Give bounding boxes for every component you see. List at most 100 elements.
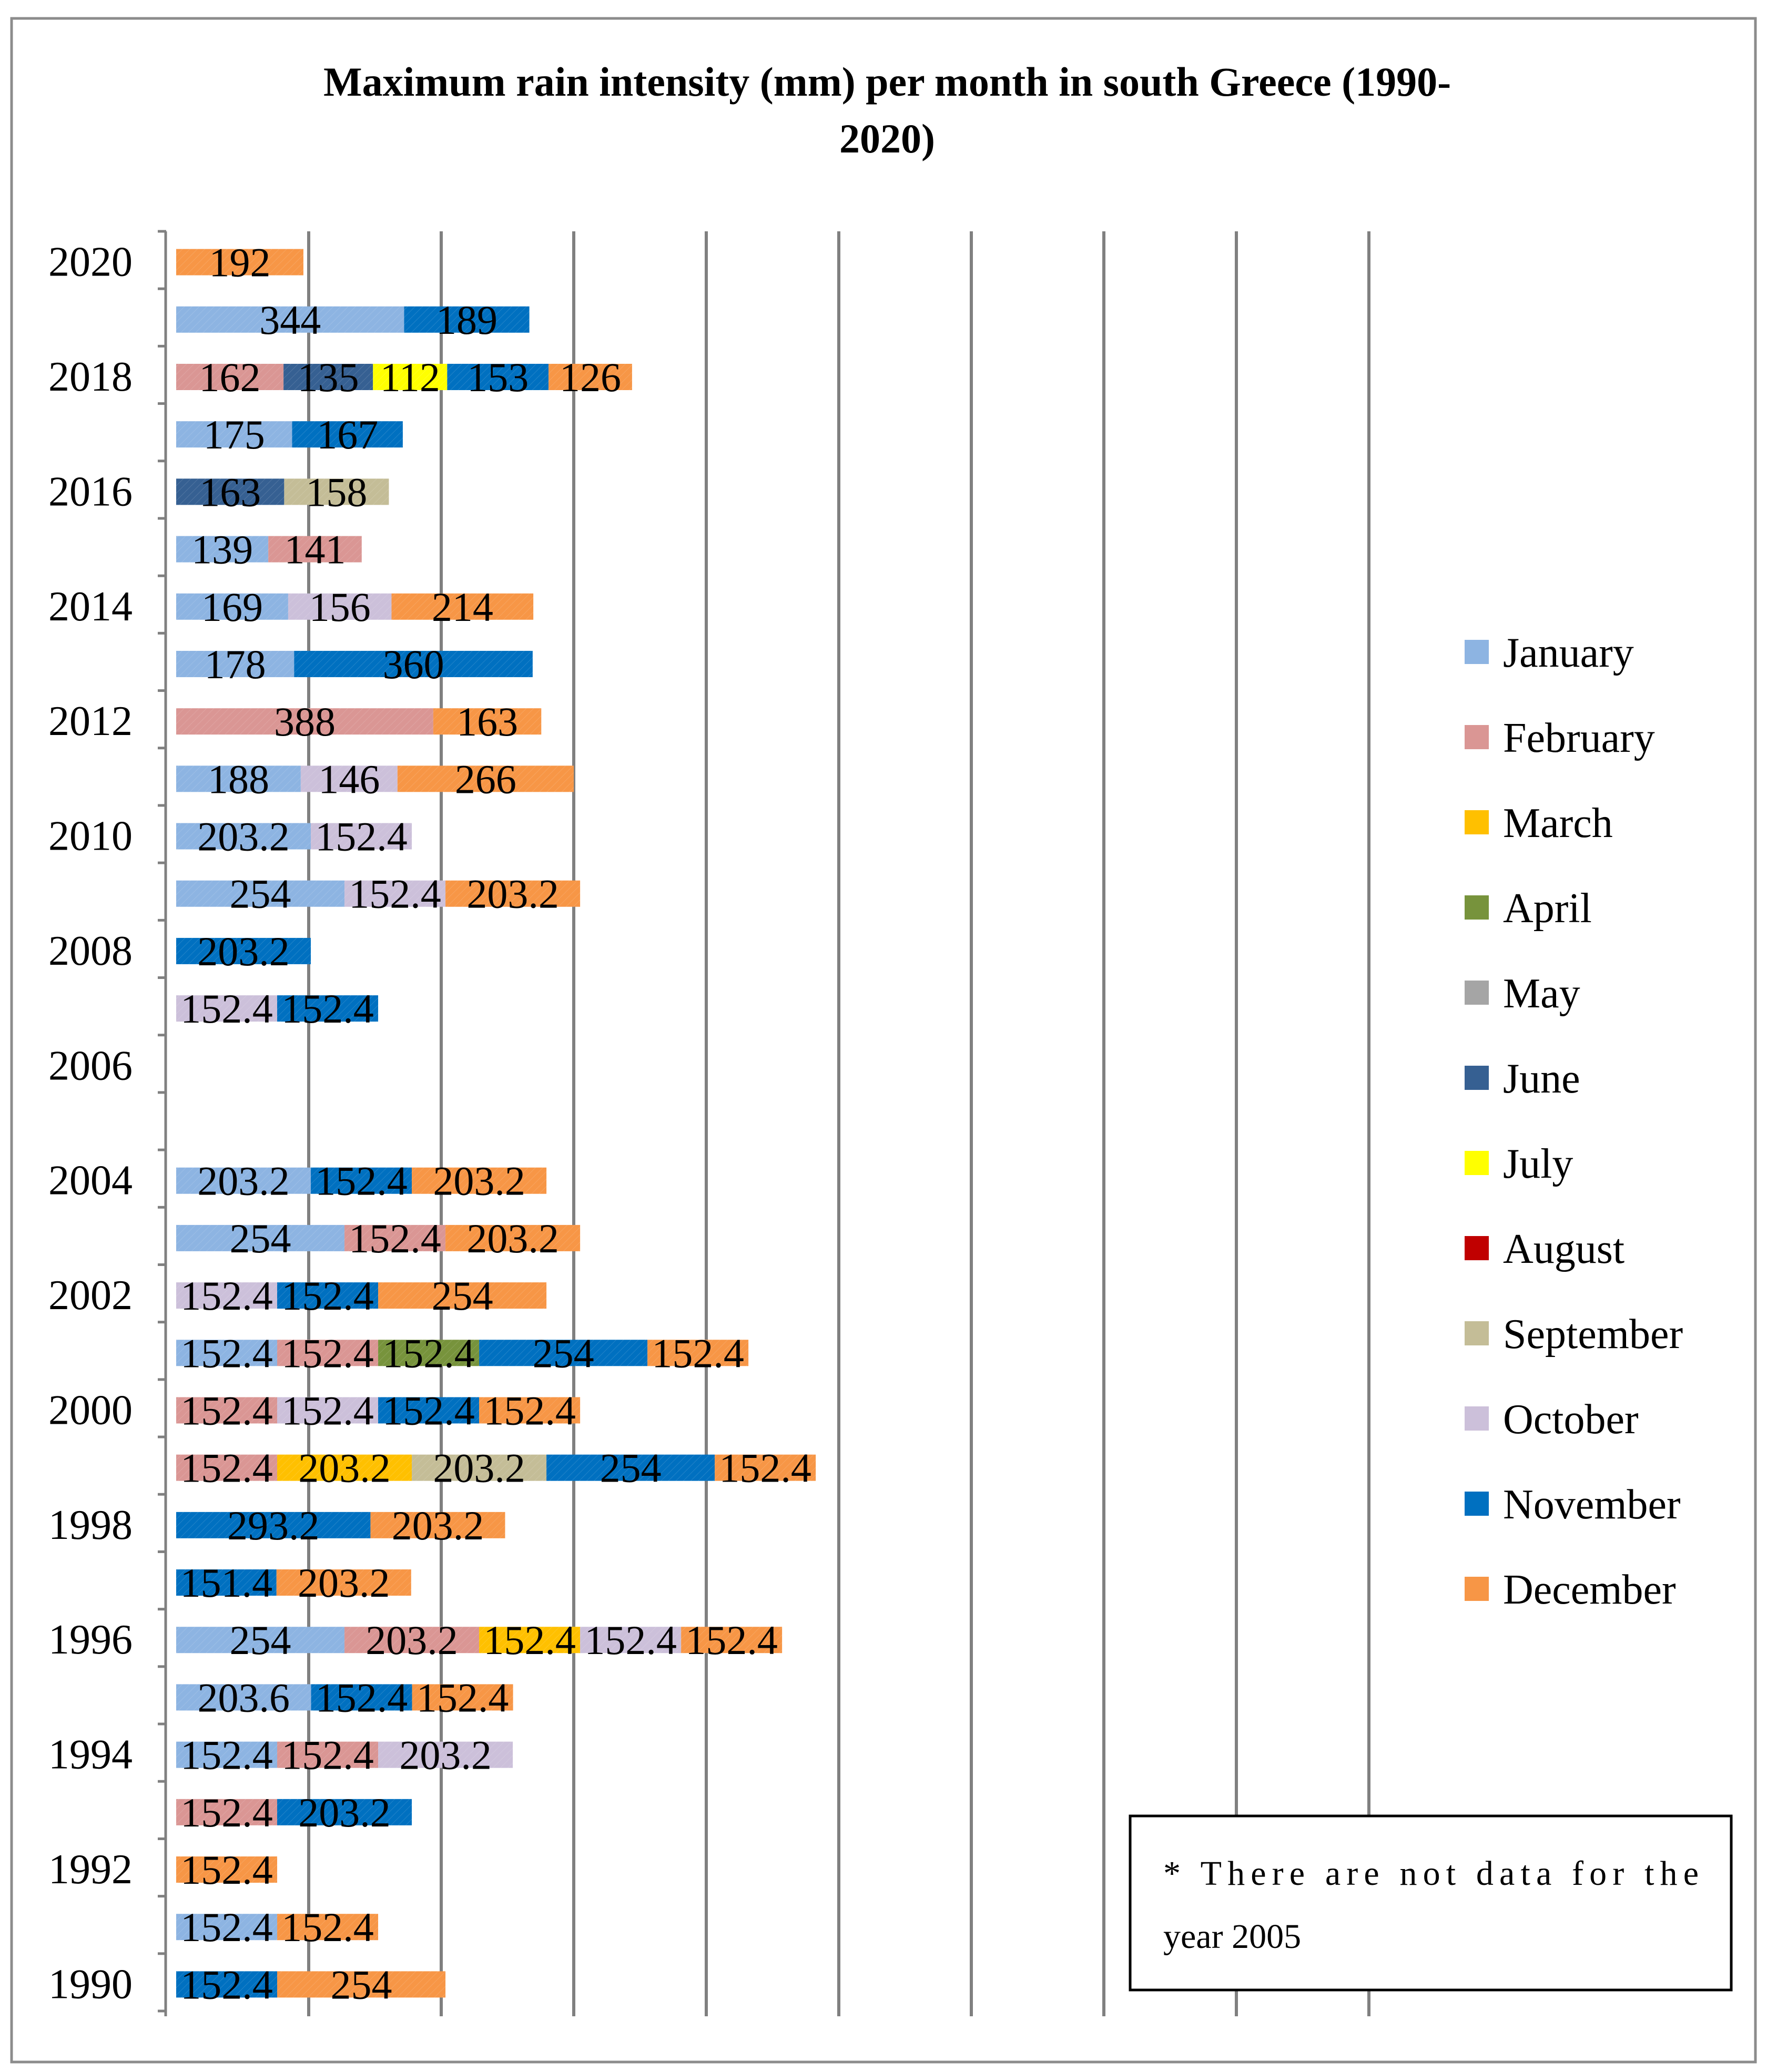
bar-label: 203.2 <box>298 1445 391 1491</box>
chart-title-line-1: Maximum rain intensity (mm) per month in… <box>323 59 1451 105</box>
legend-label-october: October <box>1503 1396 1639 1443</box>
y-tick-label: 2018 <box>48 354 133 400</box>
bar-texture <box>176 1914 278 1941</box>
legend-swatch-november <box>1465 1492 1489 1516</box>
bar-texture <box>176 1224 345 1251</box>
bar-label: 254 <box>533 1330 594 1376</box>
y-tick-label: 1990 <box>48 1961 133 2007</box>
legend-swatch-august <box>1465 1236 1489 1260</box>
bar-texture <box>300 765 398 792</box>
bar-label: 152.4 <box>685 1617 778 1663</box>
bar-label: 192 <box>209 240 270 285</box>
bar-label: 141 <box>284 527 346 573</box>
legend-swatch-january <box>1465 640 1489 664</box>
bar-label: 254 <box>331 1962 392 2007</box>
gridlines <box>307 231 1370 2016</box>
bar-texture <box>378 1340 480 1366</box>
bar-label: 266 <box>455 756 516 802</box>
legend-swatch-july <box>1465 1151 1489 1175</box>
bar-label: 126 <box>560 354 621 400</box>
legend: January February March April May June July Augu… <box>1465 630 1683 1613</box>
chart-title-line-2: 2020) <box>839 116 935 161</box>
bar-texture <box>276 1569 411 1596</box>
bar-label: 203.2 <box>399 1732 492 1778</box>
note-line-2: year 2005 <box>1163 1917 1301 1956</box>
note-border <box>1129 1814 1733 1992</box>
bar-label: 152.4 <box>180 1273 273 1319</box>
bar-label: 135 <box>298 354 359 400</box>
y-tick-label: 2008 <box>48 928 133 974</box>
y-tick-label: 2014 <box>48 584 133 630</box>
bar-label: 158 <box>306 469 367 515</box>
legend-label-january: January <box>1503 630 1634 676</box>
bar-texture <box>176 306 404 333</box>
legend-label-november: November <box>1503 1482 1681 1528</box>
bar-texture <box>176 880 345 907</box>
note-box: * There are not data for the year 2005 <box>1129 1814 1733 1992</box>
legend-label-april: April <box>1503 885 1592 932</box>
bar-texture <box>391 593 534 620</box>
bar-texture <box>176 1340 278 1366</box>
bar-label: 189 <box>436 297 497 343</box>
bar-label: 146 <box>318 756 380 802</box>
bar-texture <box>546 1454 715 1481</box>
bar-label: 175 <box>204 412 265 457</box>
y-tick-label: 1994 <box>48 1732 133 1778</box>
y-tick-label: 1996 <box>48 1617 133 1663</box>
bar-texture <box>176 536 269 563</box>
bar-texture <box>344 880 446 907</box>
legend-swatch-june <box>1465 1066 1489 1090</box>
bar-texture <box>176 1741 278 1768</box>
bar-label: 152.4 <box>180 1904 273 1950</box>
chart-frame <box>10 17 1757 2064</box>
bar-texture <box>277 1799 412 1825</box>
bar-texture <box>479 1397 581 1424</box>
bar-label: 254 <box>230 1617 291 1663</box>
bar-label: 203.2 <box>197 928 290 974</box>
legend-swatch-march <box>1465 810 1489 834</box>
bar-label: 293.2 <box>227 1503 320 1548</box>
bar-texture <box>445 880 581 907</box>
bar-label: 344 <box>259 297 321 343</box>
bar-texture <box>373 363 448 390</box>
bar-texture <box>378 1741 513 1768</box>
bar-label: 152.4 <box>483 1617 576 1663</box>
bar-texture <box>378 1397 480 1424</box>
bar-texture <box>277 995 379 1022</box>
legend-swatch-october <box>1465 1406 1489 1431</box>
legend-swatch-may <box>1465 981 1489 1005</box>
legend-label-december: December <box>1503 1567 1676 1613</box>
bar-label: 152.4 <box>417 1675 509 1720</box>
bar-texture <box>176 1282 278 1309</box>
bar-texture <box>176 1167 311 1194</box>
bar-texture <box>479 1340 648 1366</box>
y-tick-label: 1992 <box>48 1846 133 1893</box>
bar-label: 152.4 <box>281 1904 374 1950</box>
bar-texture <box>176 650 294 677</box>
bar-label: 152.4 <box>180 1962 273 2007</box>
legend-label-july: July <box>1503 1141 1573 1187</box>
bar-label: 203.2 <box>197 1158 290 1204</box>
bar-label: 152.4 <box>180 1445 273 1491</box>
bar-texture <box>294 650 533 677</box>
legend-label-may: May <box>1503 971 1580 1017</box>
bar-texture <box>277 1741 379 1768</box>
bar-label: 152.4 <box>180 986 273 1032</box>
bar-texture <box>284 478 389 505</box>
bar-label: 152.4 <box>382 1330 475 1376</box>
legend-swatch-september <box>1465 1321 1489 1345</box>
bar-texture <box>277 1340 379 1366</box>
bar-texture <box>447 363 549 390</box>
bar-label: 203.2 <box>197 814 290 860</box>
bar-label: 152.4 <box>315 814 408 860</box>
bar-texture <box>176 765 301 792</box>
bar-label: 152.4 <box>281 986 374 1032</box>
bar-texture <box>344 1224 446 1251</box>
bar-texture <box>176 249 303 275</box>
bar-texture <box>311 823 412 850</box>
legend-label-march: March <box>1503 800 1613 846</box>
bar-label: 152.4 <box>652 1330 744 1376</box>
bar-label: 254 <box>230 1216 291 1261</box>
y-tick-label: 2020 <box>48 239 133 285</box>
bar-label: 162 <box>199 354 261 400</box>
